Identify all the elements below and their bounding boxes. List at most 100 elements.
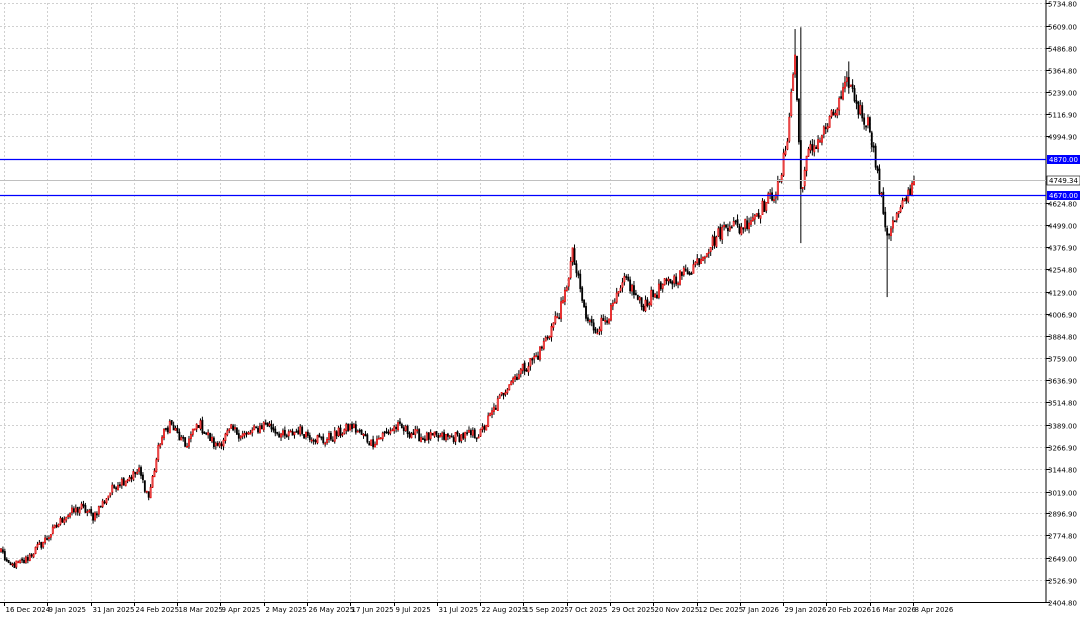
candle-body — [5, 558, 8, 562]
candle — [600, 314, 603, 335]
candle — [671, 280, 674, 290]
candle — [836, 107, 839, 119]
candle-body — [72, 508, 75, 513]
candle-body — [446, 433, 449, 437]
candle-body — [101, 500, 104, 507]
candle-body — [335, 431, 338, 437]
candle-body — [257, 427, 259, 433]
candle — [460, 434, 463, 444]
candle — [654, 292, 656, 299]
candle-body — [195, 423, 198, 430]
candle — [567, 277, 570, 291]
candle — [174, 425, 177, 431]
candle — [521, 363, 524, 374]
candle — [897, 211, 900, 218]
candle-body — [867, 117, 869, 126]
candle-body — [427, 432, 430, 440]
candle-body — [324, 442, 327, 445]
candle-body — [224, 433, 227, 441]
candle-body — [166, 427, 169, 433]
candle — [49, 534, 52, 541]
candle-body — [803, 169, 806, 187]
price-levels-layer[interactable]: 4870.00 4670.00 4749.34 — [0, 155, 1080, 200]
candle — [487, 412, 490, 428]
candle-body — [74, 507, 77, 513]
candle — [688, 271, 691, 276]
candle-body — [728, 226, 731, 231]
candle-body — [868, 117, 871, 133]
candle-body — [502, 392, 505, 396]
candle-body — [189, 434, 192, 439]
candle — [471, 427, 474, 438]
candle — [182, 435, 185, 442]
candle — [748, 217, 750, 234]
candle-body — [610, 304, 612, 321]
y-tick-label: 3144.80 — [1048, 467, 1077, 475]
candle — [732, 217, 735, 227]
candle — [393, 424, 396, 434]
candle-body — [3, 551, 6, 560]
candle — [170, 420, 173, 426]
candle-body — [905, 197, 908, 202]
candle-body — [692, 264, 695, 274]
candle — [788, 112, 791, 143]
candle-body — [53, 524, 56, 529]
candle — [97, 505, 100, 517]
candle — [324, 441, 327, 447]
candle-body — [832, 111, 835, 116]
candle-body — [117, 485, 119, 491]
candle — [596, 328, 599, 335]
candle — [341, 432, 344, 438]
candle — [799, 27, 802, 244]
candle-body — [548, 335, 551, 339]
candle — [717, 226, 720, 238]
candle-body — [838, 97, 841, 111]
candle — [581, 285, 584, 303]
candle — [345, 422, 348, 435]
candle — [884, 206, 887, 232]
candle — [51, 524, 54, 535]
candle-body — [274, 428, 277, 434]
candle — [512, 376, 515, 385]
candle-body — [901, 200, 904, 208]
candle-body — [519, 368, 522, 375]
candle-body — [786, 141, 789, 150]
candle — [101, 498, 104, 509]
candle — [617, 290, 620, 297]
candle — [552, 322, 555, 331]
y-tick-label: 4254.80 — [1048, 267, 1077, 275]
candle — [853, 85, 856, 103]
x-tick-label: 17 Jun 2025 — [352, 606, 394, 614]
candle-body — [554, 315, 557, 324]
candle — [694, 261, 697, 268]
candle-body — [360, 429, 363, 435]
candle-body — [842, 87, 844, 100]
candle-body — [512, 377, 515, 383]
candle — [335, 430, 338, 440]
candle — [728, 221, 731, 232]
candle — [828, 115, 831, 128]
candle — [126, 478, 129, 484]
candle-body — [577, 272, 580, 276]
candle — [840, 90, 843, 100]
candle — [364, 430, 367, 437]
candle-body — [819, 140, 821, 143]
candle — [143, 480, 146, 494]
candle — [283, 426, 286, 439]
candle-body — [132, 471, 135, 480]
candle-body — [790, 91, 793, 117]
candle — [746, 215, 749, 231]
candle — [759, 215, 762, 224]
candle-body — [372, 439, 375, 447]
candle — [602, 314, 605, 321]
candle — [132, 469, 135, 482]
candle — [408, 431, 411, 439]
candle — [318, 432, 321, 438]
candle-body — [306, 431, 309, 436]
candle-body — [661, 284, 664, 289]
candle-body — [709, 246, 712, 252]
candle — [13, 561, 16, 569]
candle-body — [755, 213, 758, 217]
candle — [191, 428, 194, 437]
